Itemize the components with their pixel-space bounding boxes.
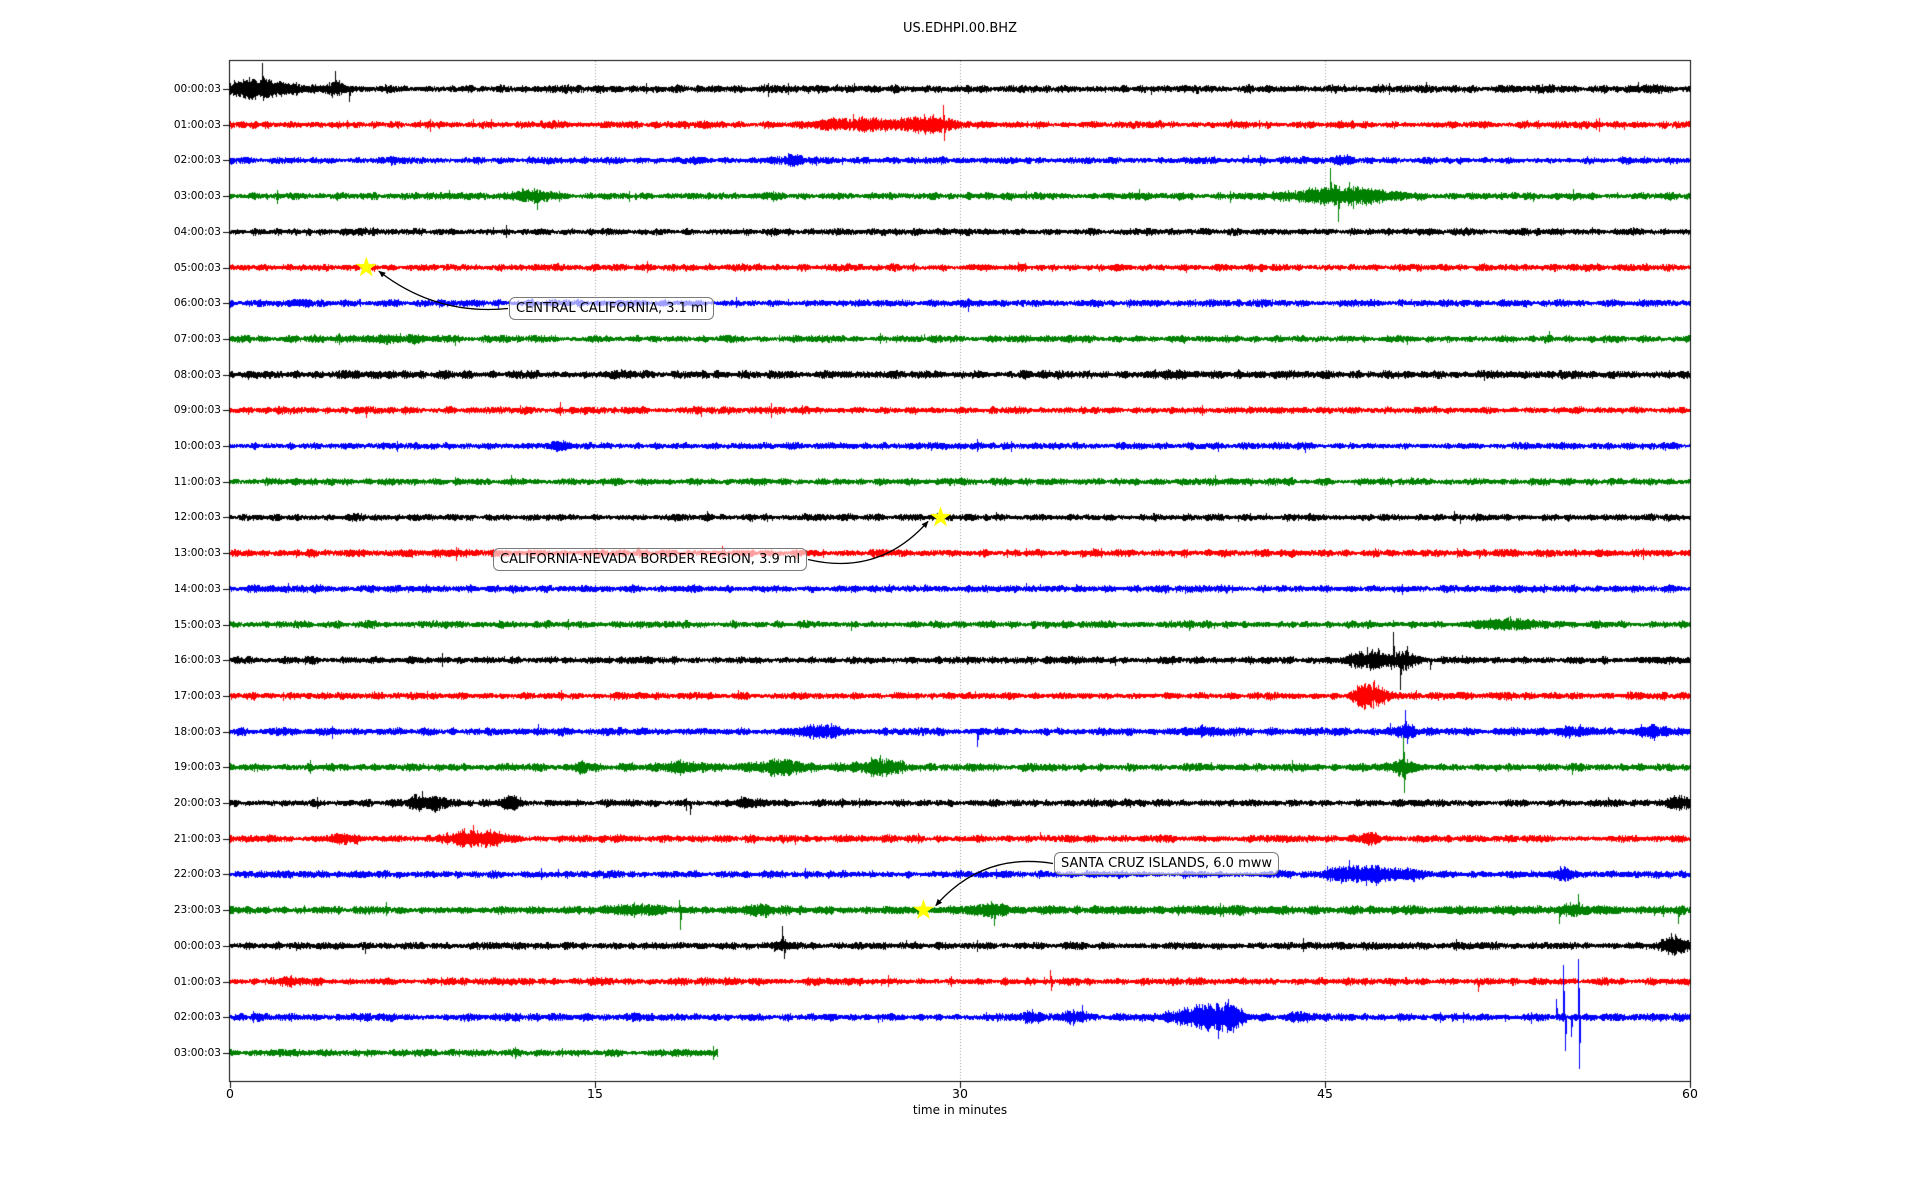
row-time-label: 22:00:03 — [173, 868, 221, 881]
event-label: CENTRAL CALIFORNIA, 3.1 ml — [509, 297, 715, 320]
row-time-label: 02:00:03 — [173, 154, 221, 167]
row-time-label: 01:00:03 — [173, 975, 221, 988]
row-time-label: 21:00:03 — [173, 832, 221, 845]
row-time-label: 02:00:03 — [173, 1011, 221, 1024]
row-time-label: 15:00:03 — [173, 618, 221, 631]
row-time-label: 18:00:03 — [173, 725, 221, 738]
event-label: SANTA CRUZ ISLANDS, 6.0 mww — [1054, 852, 1280, 875]
row-time-label: 06:00:03 — [173, 297, 221, 310]
row-time-label: 00:00:03 — [173, 939, 221, 952]
row-time-label: 10:00:03 — [173, 440, 221, 452]
row-time-label: 00:00:03 — [173, 83, 221, 95]
x-tick-label: 15 — [587, 1086, 603, 1101]
row-time-label: 13:00:03 — [173, 547, 221, 560]
row-time-label: 19:00:03 — [173, 761, 221, 774]
row-time-label: 03:00:03 — [173, 1046, 221, 1059]
x-tick-label: 30 — [952, 1086, 968, 1101]
row-time-label: 08:00:03 — [173, 368, 221, 381]
row-time-label: 07:00:03 — [173, 332, 221, 345]
row-time-label: 12:00:03 — [173, 511, 221, 524]
x-axis-label: time in minutes — [912, 1103, 1008, 1117]
row-time-label: 11:00:03 — [173, 475, 221, 488]
row-time-label: 20:00:03 — [173, 797, 221, 809]
row-time-label: 09:00:03 — [173, 404, 221, 417]
x-tick-label: 0 — [226, 1086, 234, 1101]
row-time-label: 04:00:03 — [173, 225, 221, 238]
row-time-label: 23:00:03 — [173, 904, 221, 917]
x-tick-label: 45 — [1317, 1086, 1333, 1101]
row-time-label: 17:00:03 — [173, 689, 221, 702]
x-tick-label: 60 — [1682, 1086, 1698, 1101]
row-time-label: 01:00:03 — [173, 118, 221, 131]
row-time-label: 14:00:03 — [173, 582, 221, 595]
row-time-label: 03:00:03 — [173, 190, 221, 203]
row-time-label: 05:00:03 — [173, 261, 221, 274]
event-label: CALIFORNIA-NEVADA BORDER REGION, 3.9 ml — [493, 548, 808, 571]
row-time-label: 16:00:03 — [173, 654, 221, 667]
